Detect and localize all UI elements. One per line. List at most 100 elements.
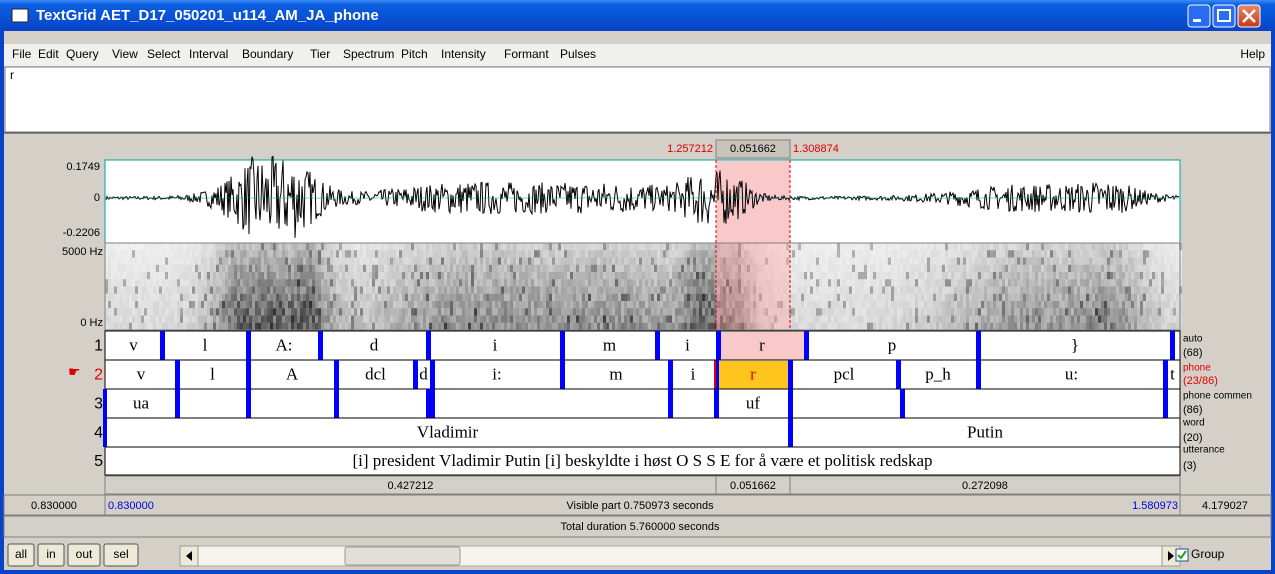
spectrogram-cell — [138, 258, 141, 265]
spectrogram-cell — [513, 308, 516, 315]
menu-item[interactable]: Tier — [310, 47, 330, 61]
scroll-thumb[interactable] — [345, 547, 460, 565]
spectrogram-cell — [183, 250, 186, 257]
spectrogram-cell — [885, 279, 888, 286]
spectrogram-cell — [474, 279, 477, 286]
spectrogram-cell — [282, 258, 285, 265]
minimize-button[interactable] — [1188, 5, 1210, 27]
menu-item[interactable]: Pitch — [401, 47, 428, 61]
spectrogram-cell — [849, 294, 852, 301]
tier-count: (3) — [1183, 460, 1196, 472]
spectrogram-cell — [609, 323, 612, 330]
tier-count: (20) — [1183, 432, 1203, 444]
spectrogram-cell — [117, 316, 120, 323]
spectrogram-cell — [405, 265, 408, 272]
spectrogram-cell — [585, 294, 588, 301]
spectrogram-cell — [432, 301, 435, 308]
spectrogram-cell — [693, 308, 696, 315]
menu-item[interactable]: Boundary — [242, 47, 293, 61]
spectrogram-cell — [975, 301, 978, 308]
spectrogram-cell — [858, 323, 861, 330]
spectrogram-cell — [948, 287, 951, 294]
spectrogram-cell — [825, 250, 828, 257]
spectrogram-cell — [1125, 279, 1128, 286]
spectrogram-cell — [456, 316, 459, 323]
spectrogram-cell — [366, 301, 369, 308]
spectrogram-cell — [414, 279, 417, 286]
spectrogram-cell — [342, 250, 345, 257]
menu-item[interactable]: View — [112, 47, 138, 61]
spectrogram-cell — [597, 301, 600, 308]
spectrogram-cell — [408, 279, 411, 286]
spectrogram-cell — [1050, 279, 1053, 286]
spectrogram-cell — [804, 279, 807, 286]
spectrogram-cell — [534, 265, 537, 272]
maximize-button[interactable] — [1213, 5, 1235, 27]
close-button[interactable] — [1238, 5, 1260, 27]
spectrogram-cell — [501, 272, 504, 279]
spectrogram-cell — [276, 258, 279, 265]
tier-count: (68) — [1183, 347, 1203, 359]
spectrogram-cell — [576, 287, 579, 294]
spectrogram-cell — [888, 250, 891, 257]
text-field[interactable] — [5, 67, 1270, 132]
spectrogram-cell — [606, 316, 609, 323]
spectrogram-cell — [1116, 323, 1119, 330]
spectrogram-cell — [1173, 265, 1176, 272]
scrollbar[interactable] — [180, 546, 1180, 566]
spectrogram-cell — [663, 272, 666, 279]
spectrogram-cell — [513, 258, 516, 265]
spectrogram-cell — [1047, 308, 1050, 315]
spectrogram-cell — [348, 301, 351, 308]
menu-item[interactable]: Interval — [189, 47, 228, 61]
spectrogram-cell — [879, 243, 882, 250]
spectrogram-cell — [132, 308, 135, 315]
menu-item[interactable]: Select — [147, 47, 181, 61]
spectrogram-cell — [645, 250, 648, 257]
spectrogram-cell — [906, 279, 909, 286]
spectrogram-cell — [576, 279, 579, 286]
spectrogram-cell — [138, 265, 141, 272]
spectrogram-cell — [1029, 279, 1032, 286]
spectrogram-cell — [936, 272, 939, 279]
spectrogram-cell — [891, 294, 894, 301]
spectrogram-cell — [1053, 265, 1056, 272]
menu-item[interactable]: Spectrum — [343, 47, 394, 61]
spectrogram-cell — [498, 250, 501, 257]
spectrogram-cell — [456, 279, 459, 286]
menu-item[interactable]: Intensity — [441, 47, 486, 61]
menu-item[interactable]: Help — [1240, 47, 1265, 61]
tier-start-boundary — [103, 389, 107, 418]
menu-item[interactable]: File — [12, 47, 32, 61]
spectrogram-cell — [282, 250, 285, 257]
spectrogram-cell — [708, 316, 711, 323]
menu-item[interactable]: Edit — [38, 47, 59, 61]
spectrogram-cell — [993, 265, 996, 272]
spectrogram-cell — [240, 287, 243, 294]
spectrogram-cell — [561, 272, 564, 279]
spectrogram-cell — [402, 250, 405, 257]
spectrogram-cell — [978, 323, 981, 330]
spectrogram-cell — [981, 272, 984, 279]
spectrogram-cell — [627, 308, 630, 315]
spectrogram-cell — [114, 323, 117, 330]
interval-boundary — [246, 360, 251, 389]
spectrogram-cell — [606, 250, 609, 257]
spectrogram-cell — [462, 265, 465, 272]
spectrogram-cell — [582, 258, 585, 265]
spectrogram-cell — [117, 243, 120, 250]
menu-item[interactable]: Pulses — [560, 47, 596, 61]
menu-item[interactable]: Query — [66, 47, 99, 61]
spectrogram-cell — [1107, 272, 1110, 279]
menu-item[interactable]: Formant — [504, 47, 549, 61]
spectrogram-cell — [1176, 265, 1179, 272]
spectrogram-cell — [699, 287, 702, 294]
spectrogram-cell — [234, 294, 237, 301]
spectrogram-cell — [957, 265, 960, 272]
spectrogram-cell — [222, 301, 225, 308]
spectrogram-cell — [813, 258, 816, 265]
spectrogram-cell — [909, 279, 912, 286]
spectrogram-cell — [123, 243, 126, 250]
spectrogram-cell — [612, 316, 615, 323]
spectrogram-cell — [1140, 316, 1143, 323]
